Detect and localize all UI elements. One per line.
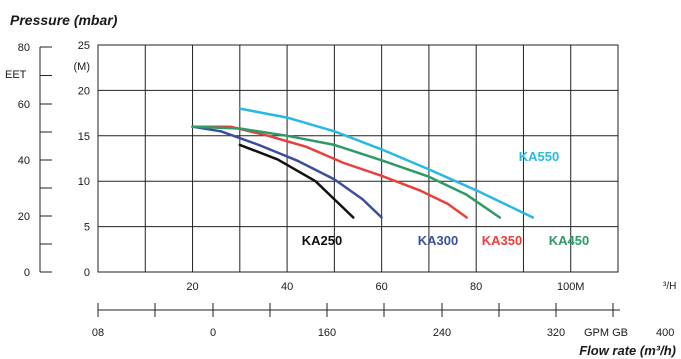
grid bbox=[97, 44, 619, 273]
bottom-axis-tick-label: 0 bbox=[210, 327, 216, 339]
y-ticks: 5 10 15 20 25 0 bbox=[78, 40, 90, 279]
left-axis-tick-label: 80 bbox=[18, 42, 30, 54]
plot-frame bbox=[97, 44, 619, 273]
left-axis-tick-label: 40 bbox=[18, 155, 30, 167]
y-tick-label: 5 bbox=[84, 222, 90, 234]
bottom-axis-tick-label: 08 bbox=[92, 327, 104, 339]
series-label-ka250: KA250 bbox=[302, 233, 342, 248]
series-line-ka350 bbox=[191, 125, 468, 219]
x-tick-label: 80 bbox=[470, 281, 482, 293]
left-axis-tick-label: 60 bbox=[18, 99, 30, 111]
series-line-ka450 bbox=[191, 125, 502, 219]
series-line-ka300 bbox=[191, 125, 383, 219]
y-tick-label: 10 bbox=[78, 176, 90, 188]
x-tick-label: 40 bbox=[281, 281, 293, 293]
series-line-ka550 bbox=[238, 107, 535, 219]
y-unit-label: (M) bbox=[74, 61, 91, 73]
series-lines: KA250 KA300 KA350 KA450 KA550 bbox=[191, 107, 589, 248]
series-line-ka250 bbox=[238, 143, 355, 219]
bottom-axis-tick-label: 160 bbox=[318, 327, 336, 339]
y-tick-label: 15 bbox=[78, 131, 90, 143]
series-label-ka300: KA300 bbox=[418, 233, 458, 248]
x-axis-label: Flow rate (m³/h) bbox=[579, 343, 676, 358]
y-tick-label: 25 bbox=[78, 40, 90, 52]
bottom-axis-end: 400 bbox=[656, 327, 674, 339]
x-tick-label: 20 bbox=[186, 281, 198, 293]
y-tick-label: 20 bbox=[78, 85, 90, 97]
x-unit-label: ³/H bbox=[663, 281, 676, 292]
left-axis-tick-label: 0 bbox=[24, 267, 30, 279]
x-tick-label: 60 bbox=[376, 281, 388, 293]
left-axis-tick-label: 20 bbox=[18, 211, 30, 223]
bottom-axis-tick-label: 240 bbox=[433, 327, 451, 339]
left-axis: EET 0 20 40 60 80 bbox=[5, 42, 52, 279]
bottom-axis-unit: GPM GB bbox=[584, 327, 628, 339]
x-ticks: 20 40 60 80 100M bbox=[186, 281, 584, 293]
y-tick-label: 0 bbox=[84, 267, 90, 279]
left-axis-label: EET bbox=[5, 69, 27, 81]
series-label-ka450: KA450 bbox=[549, 233, 589, 248]
series-label-ka350: KA350 bbox=[482, 233, 522, 248]
series-label-ka550: KA550 bbox=[519, 149, 559, 164]
chart-title: Pressure (mbar) bbox=[10, 12, 118, 28]
x-tick-label: 100M bbox=[557, 281, 585, 293]
bottom-axis-tick-label: 320 bbox=[547, 327, 565, 339]
bottom-axis: GPM GB 400 08 0 160 240 320 bbox=[92, 303, 674, 339]
